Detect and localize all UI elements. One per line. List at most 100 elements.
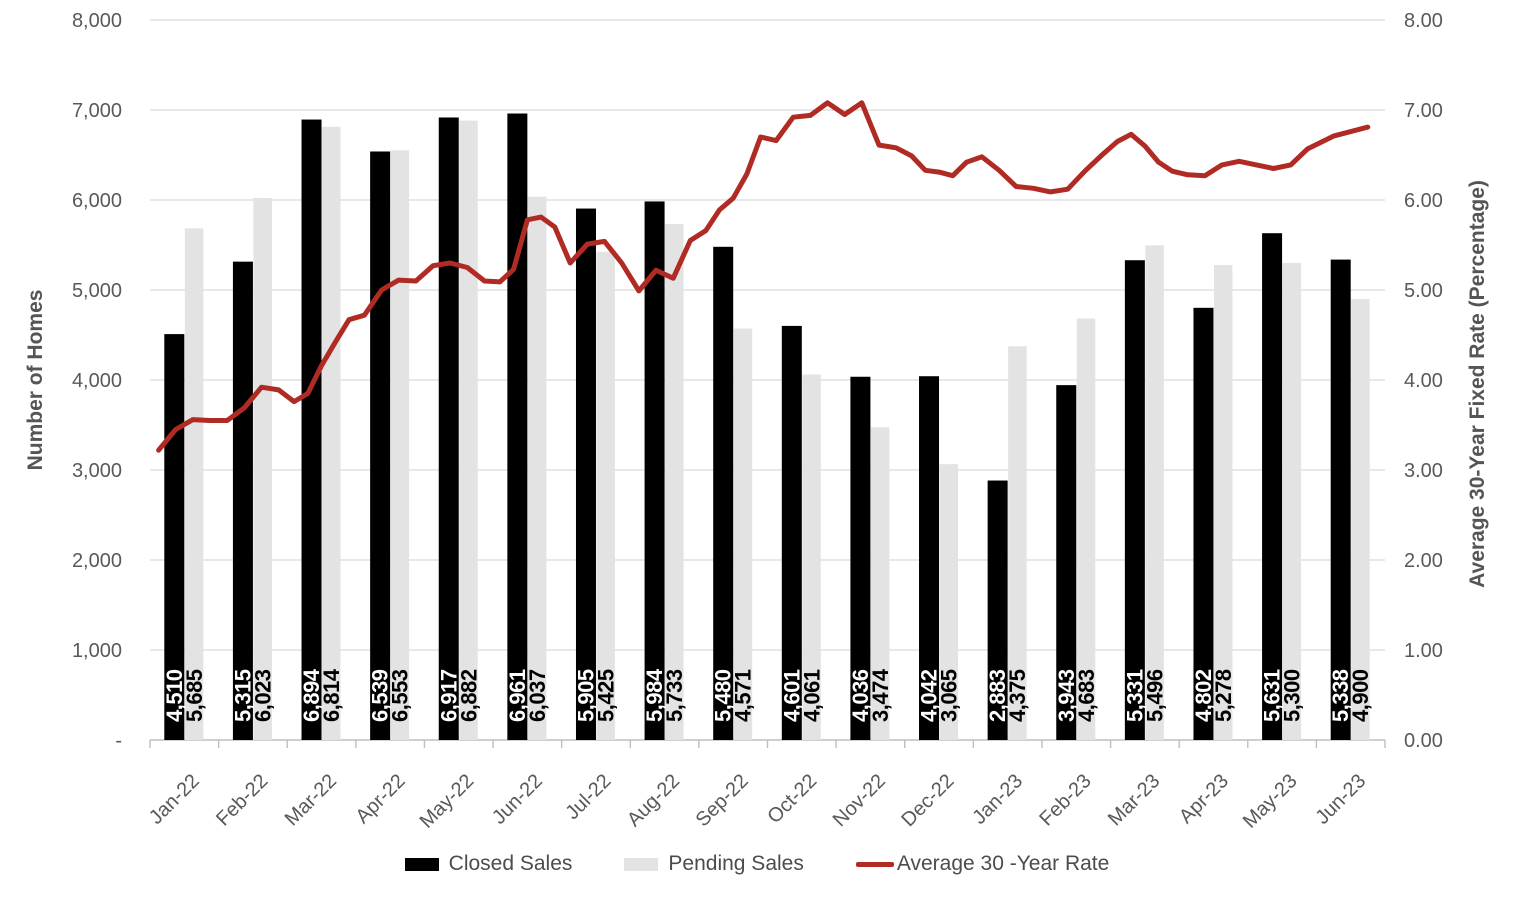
x-tick-label: May-23 — [1239, 770, 1302, 833]
pending-sales-bar — [802, 374, 821, 740]
x-tick-label: Nov-22 — [829, 770, 890, 831]
closed-sales-value-label: 3,943 — [1054, 669, 1079, 722]
closed-sales-value-label: 5,905 — [573, 669, 598, 722]
rate-line — [156, 100, 1371, 453]
rate-line-swatch — [855, 861, 894, 867]
pending-sales-bar — [184, 228, 204, 740]
pending-sales-bar — [1076, 318, 1096, 740]
closed-sales-bar — [1056, 385, 1077, 740]
pending-sales-bar — [390, 150, 410, 741]
y-left-tick-label: 1,000 — [72, 640, 122, 662]
pending-sales-value-label: 5,425 — [593, 669, 618, 722]
pending-sales-value-label: 6,553 — [388, 669, 413, 722]
x-tick-label: Jan-23 — [968, 770, 1027, 829]
pending-sales-bar — [459, 120, 478, 741]
legend-item-average-rate: Average 30 -Year Rate — [855, 852, 1110, 876]
closed-sales-value-label: 4,036 — [848, 669, 873, 722]
closed-sales-bar — [1262, 233, 1283, 740]
closed-sales-bar — [713, 246, 734, 741]
closed-sales-value-label: 5,331 — [1122, 669, 1147, 722]
legend-item-closed-sales: Closed Sales — [404, 852, 573, 876]
closed-sales-value-label: 4,601 — [779, 669, 804, 722]
pending-sales-bar — [939, 464, 959, 740]
pending-sales-value-label: 6,814 — [319, 668, 344, 722]
y-left-tick-label: 7,000 — [72, 100, 122, 122]
pending-sales-bar — [665, 224, 684, 740]
closed-sales-bar — [301, 119, 322, 741]
closed-sales-value-label: 2,883 — [985, 669, 1010, 722]
closed-sales-value-label: 4,802 — [1191, 669, 1216, 722]
pending-sales-value-label: 4,571 — [731, 669, 756, 722]
pending-sales-bar — [527, 196, 547, 741]
legend-label-closed-sales: Closed Sales — [448, 852, 573, 875]
pending-sales-bar — [1351, 299, 1370, 740]
closed-sales-bar — [919, 376, 940, 740]
closed-sales-bar — [575, 208, 596, 741]
y-left-tick-label: 2,000 — [72, 550, 122, 572]
closed-sales-value-label: 4,510 — [162, 669, 187, 722]
closed-sales-value-label: 5,480 — [711, 669, 736, 722]
closed-sales-bar — [507, 113, 528, 740]
pending-sales-value-label: 4,683 — [1074, 669, 1099, 722]
closed-sales-value-label: 5,984 — [642, 668, 667, 722]
pending-sales-bar — [1213, 264, 1233, 740]
x-tick-label: Oct-22 — [763, 770, 821, 828]
pending-sales-value-label: 6,023 — [250, 669, 275, 722]
y-left-tick-label: 4,000 — [72, 370, 122, 392]
legend-label-average-rate: Average 30 -Year Rate — [896, 852, 1110, 875]
pending-sales-bar — [253, 197, 272, 740]
legend-label-pending-sales: Pending Sales — [668, 852, 804, 875]
pending-sales-bar — [870, 427, 890, 740]
y-left-tick-label: 5,000 — [72, 280, 122, 302]
legend-item-pending-sales: Pending Sales — [624, 852, 804, 876]
pending-sales-bar — [733, 328, 753, 740]
legend: Closed Sales Pending Sales Average 30 -Y… — [0, 852, 1514, 876]
x-tick-label: Dec-22 — [897, 770, 958, 831]
x-tick-label: Feb-22 — [212, 770, 272, 830]
y-right-tick-label: 6.00 — [1404, 190, 1443, 212]
x-tick-label: Jul-22 — [561, 770, 615, 824]
closed-sales-value-label: 6,961 — [505, 669, 530, 722]
x-tick-label: Mar-23 — [1104, 770, 1164, 830]
closed-sales-bar — [232, 261, 253, 740]
closed-sales-value-label: 5,631 — [1260, 669, 1285, 722]
closed-sales-value-label: 5,338 — [1328, 669, 1353, 722]
closed-sales-bar — [850, 376, 871, 740]
x-tick-label: Jun-22 — [488, 770, 547, 829]
closed-sales-bar — [1330, 259, 1351, 740]
closed-sales-value-label: 6,539 — [368, 669, 393, 722]
x-tick-label: Apr-22 — [352, 770, 410, 828]
pending-sales-swatch — [624, 857, 659, 871]
x-tick-label: Feb-23 — [1035, 770, 1095, 830]
pending-sales-value-label: 4,061 — [799, 669, 824, 722]
x-tick-label: Jun-23 — [1311, 770, 1370, 829]
closed-sales-swatch — [404, 857, 439, 871]
y-right-tick-label: 8.00 — [1404, 10, 1443, 32]
y-right-tick-label: 5.00 — [1404, 280, 1443, 302]
pending-sales-value-label: 4,900 — [1348, 669, 1373, 722]
pending-sales-value-label: 3,474 — [868, 668, 893, 722]
pending-sales-bar — [1008, 346, 1027, 740]
pending-sales-value-label: 3,065 — [937, 669, 962, 722]
pending-sales-value-label: 5,300 — [1280, 669, 1305, 722]
y-right-tick-label: 2.00 — [1404, 550, 1443, 572]
closed-sales-value-label: 5,315 — [230, 669, 255, 722]
pending-sales-value-label: 4,375 — [1005, 669, 1030, 722]
y-left-tick-label: 3,000 — [72, 460, 122, 482]
pending-sales-value-label: 6,037 — [525, 669, 550, 722]
closed-sales-bar — [1124, 260, 1145, 740]
y-right-tick-label: 1.00 — [1404, 640, 1443, 662]
closed-sales-bar — [644, 201, 665, 740]
y-left-tick-label: 8,000 — [72, 10, 122, 32]
closed-sales-bar — [781, 325, 802, 740]
pending-sales-bar — [1282, 263, 1302, 740]
pending-sales-bar — [596, 251, 615, 740]
closed-sales-bar — [987, 480, 1008, 740]
x-tick-label: Aug-22 — [623, 770, 684, 831]
pending-sales-value-label: 6,882 — [456, 669, 481, 722]
y-left-tick-label: - — [115, 730, 122, 752]
pending-sales-value-label: 5,733 — [662, 669, 687, 722]
y-right-tick-label: 4.00 — [1404, 370, 1443, 392]
pending-sales-value-label: 5,685 — [182, 669, 207, 722]
